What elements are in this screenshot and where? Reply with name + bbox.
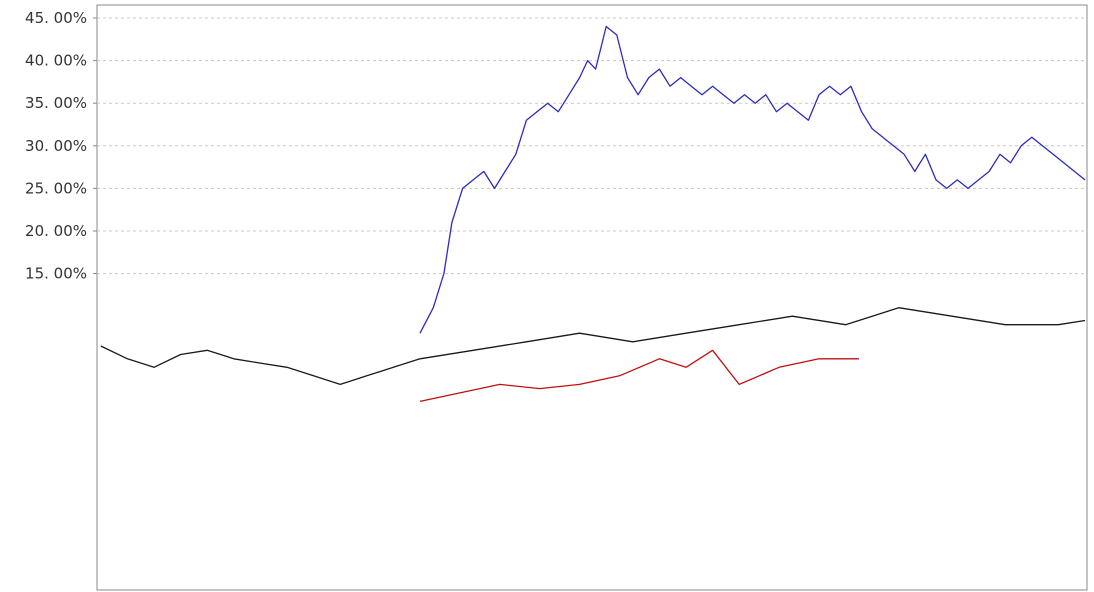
- series-lines: [100, 25, 1086, 403]
- y-tick-label: 20. 00%: [25, 222, 87, 240]
- y-tick-label: 45. 00%: [25, 9, 87, 27]
- y-tick-label: 25. 00%: [25, 179, 87, 197]
- series-line-3: [419, 349, 859, 403]
- y-tick-label: 40. 00%: [25, 52, 87, 70]
- plot-area: [96, 4, 1088, 591]
- y-tick-label: 35. 00%: [25, 94, 87, 112]
- y-axis-ticks: 45. 00% 40. 00% 35. 00% 30. 00% 25. 00% 20. 0…: [25, 9, 97, 283]
- series-line-1: [419, 25, 1086, 334]
- gridlines: [97, 17, 1087, 275]
- series-line-2: [100, 307, 1086, 386]
- y-tick-label: 30. 00%: [25, 137, 87, 155]
- y-tick-label: 15. 00%: [25, 265, 87, 283]
